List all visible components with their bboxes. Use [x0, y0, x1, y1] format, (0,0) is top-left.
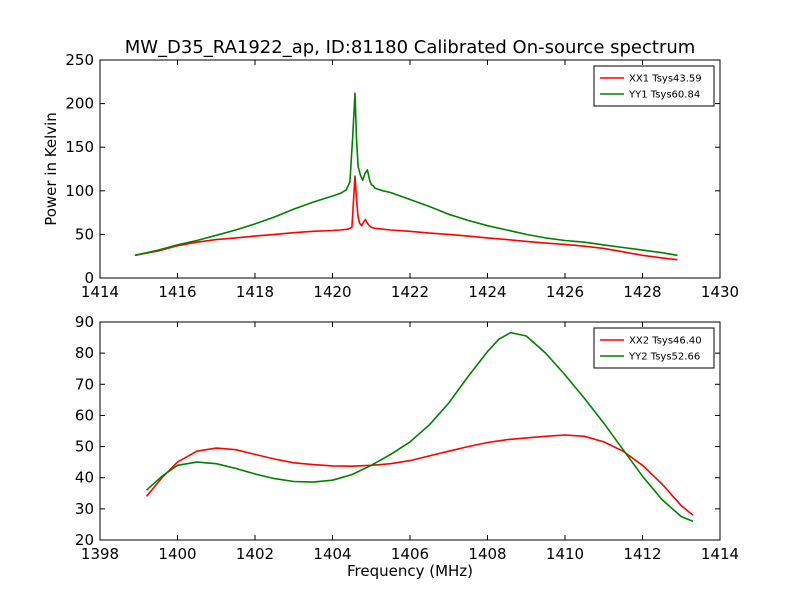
y-tick-label: 150 — [65, 138, 94, 156]
x-tick-label: 1398 — [81, 545, 119, 563]
y-axis-label-top: Power in Kelvin — [42, 112, 60, 226]
series-line — [145, 434, 694, 516]
y-tick-label: 70 — [75, 375, 94, 393]
y-tick-label: 90 — [75, 313, 94, 331]
legend-label: XX1 Tsys43.59 — [629, 74, 702, 85]
y-tick-label: 60 — [75, 406, 94, 424]
x-tick-label: 1410 — [546, 545, 584, 563]
x-tick-label: 1400 — [158, 545, 196, 563]
x-tick-label: 1420 — [313, 283, 351, 301]
legend-label: YY2 Tsys52.66 — [628, 352, 700, 363]
y-tick-label: 0 — [84, 269, 94, 287]
y-tick-label: 50 — [75, 225, 94, 243]
x-tick-label: 1408 — [468, 545, 506, 563]
x-tick-label: 1426 — [546, 283, 584, 301]
series-line — [145, 331, 694, 523]
series-line — [134, 175, 678, 261]
y-tick-label: 50 — [75, 438, 94, 456]
x-axis-label-bottom: Frequency (MHz) — [347, 562, 473, 580]
legend: XX2 Tsys46.40 YY2 Tsys52.66 — [593, 327, 715, 369]
x-tick-label: 1416 — [158, 283, 196, 301]
y-tick-label: 20 — [75, 531, 94, 549]
x-tick-label: 1404 — [313, 545, 351, 563]
x-tick-label: 1402 — [236, 545, 274, 563]
legend-label: YY1 Tsys60.84 — [628, 90, 700, 101]
y-tick-label: 30 — [75, 500, 94, 518]
legend-box — [593, 65, 715, 107]
x-tick-label: 1412 — [623, 545, 661, 563]
x-tick-label: 1428 — [623, 283, 661, 301]
y-tick-label: 80 — [75, 344, 94, 362]
x-tick-label: 1424 — [468, 283, 506, 301]
y-tick-label: 40 — [75, 469, 94, 487]
legend-box — [593, 327, 715, 369]
legend-label: XX2 Tsys46.40 — [629, 336, 702, 347]
y-tick-label: 250 — [65, 51, 94, 69]
top-panel: 1414 1416 1418 1420 1422 1424 1426 1428 1430 0 50 1… — [65, 51, 739, 301]
x-tick-label: 1414 — [701, 545, 739, 563]
x-tick-label: 1418 — [236, 283, 274, 301]
y-tick-label: 100 — [65, 182, 94, 200]
chart-title: MW_D35_RA1922_ap, ID:81180 Calibrated On… — [125, 37, 696, 58]
x-tick-label: 1430 — [701, 283, 739, 301]
x-tick-label: 1414 — [81, 283, 119, 301]
legend: XX1 Tsys43.59 YY1 Tsys60.84 — [593, 65, 715, 107]
bottom-panel: 1398 1400 1402 1404 1406 1408 1410 1412 1414 20 30… — [75, 313, 739, 563]
series-line — [134, 92, 678, 257]
x-tick-label: 1406 — [391, 545, 429, 563]
x-tick-label: 1422 — [391, 283, 429, 301]
y-tick-label: 200 — [65, 95, 94, 113]
